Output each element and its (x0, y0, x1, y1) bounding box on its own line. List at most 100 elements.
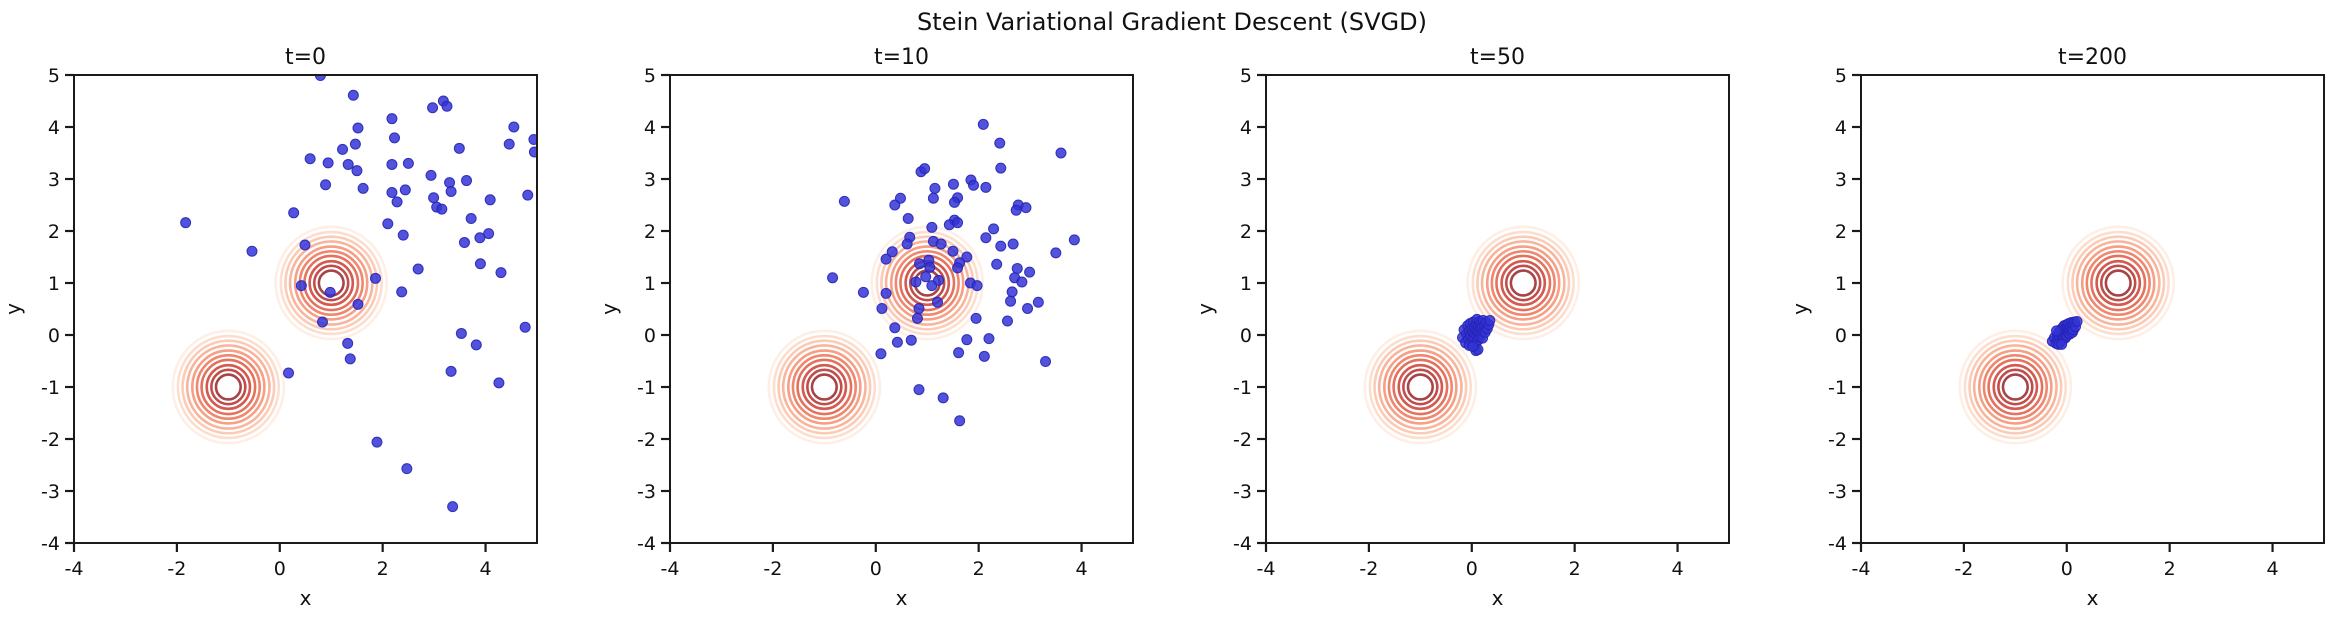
scatter-point (910, 276, 922, 288)
scatter-point (947, 178, 959, 190)
x-tick-label: -2 (1359, 558, 1378, 580)
y-tick-label: 1 (1240, 273, 1252, 295)
contour-ring (308, 259, 355, 307)
contour-ring (1377, 344, 1463, 430)
scatter-point (503, 138, 515, 150)
y-tick-label: 0 (48, 325, 60, 347)
scatter-point (983, 333, 995, 345)
scatter-point (436, 203, 448, 215)
scatter-point (351, 165, 363, 177)
contour-ring (2099, 264, 2137, 302)
scatter-point (519, 321, 531, 333)
contour-ring (1363, 329, 1478, 445)
contour-ring (801, 363, 848, 411)
scatter-point (1050, 247, 1062, 259)
y-axis-label: y (597, 303, 621, 315)
scatter-point (1020, 202, 1032, 214)
panel-title: t=50 (1470, 45, 1525, 70)
scatter-point (980, 181, 992, 193)
scatter-point (914, 258, 926, 270)
scatter-point (447, 501, 459, 513)
contour-ring (810, 373, 838, 401)
scatter-point (357, 182, 369, 194)
scatter-point (295, 280, 307, 292)
x-tick-label: 0 (1466, 558, 1478, 580)
axes-box (73, 74, 538, 544)
contour-ring (1397, 363, 1444, 411)
scatter-point (528, 133, 537, 145)
contour-ring (1485, 245, 1561, 321)
y-tick-label: 2 (1835, 221, 1847, 243)
scatter-point (396, 286, 408, 298)
x-tick-label: 2 (1569, 558, 1581, 580)
scatter-point (902, 213, 914, 225)
scatter-point (905, 334, 917, 346)
contour-ring (1982, 353, 2049, 421)
x-tick-label: 4 (1076, 558, 1088, 580)
scatter-point (875, 348, 887, 360)
y-tick-label: 3 (1240, 169, 1252, 191)
scatter-point (508, 121, 520, 133)
scatter-point (324, 286, 336, 298)
x-tick-label: 2 (2164, 558, 2176, 580)
contour-ring (1476, 235, 1571, 331)
contour-ring (210, 368, 247, 406)
contour-ring (781, 344, 867, 430)
y-tick-label: -4 (41, 533, 60, 555)
scatter-point (924, 261, 936, 273)
scatter-point (827, 272, 839, 284)
contour-ring (1480, 240, 1566, 326)
contour-ring (1997, 368, 2034, 406)
scatter-point (880, 287, 892, 299)
scatter-point (352, 298, 364, 310)
contour-ring (1963, 334, 2068, 440)
scatter-point (1024, 266, 1036, 278)
scatter-point (445, 185, 457, 197)
scatter-point (933, 274, 945, 286)
scatter-point (458, 236, 470, 248)
contour-ring (279, 230, 383, 336)
scatter-point (2050, 325, 2062, 337)
x-axis-label: x (896, 586, 908, 610)
scatter-point (1040, 356, 1052, 368)
scatter-point (474, 258, 486, 270)
scatter-point (927, 192, 939, 204)
x-tick-label: 2 (973, 558, 985, 580)
scatter-point (465, 213, 477, 225)
contour-ring (312, 264, 350, 302)
scatter-point (857, 286, 869, 298)
scatter-point (1055, 147, 1067, 159)
x-tick-label: -4 (1257, 558, 1276, 580)
x-tick-label: 2 (377, 558, 389, 580)
y-tick-label: 2 (644, 221, 656, 243)
contour-ring (1402, 368, 1439, 406)
scatter-point (322, 157, 334, 169)
scatter-point (961, 334, 973, 346)
scatter-point (891, 336, 903, 348)
contour-ring (1495, 254, 1552, 312)
scatter-point (425, 169, 437, 181)
scatter-point (995, 240, 1007, 252)
x-axis-label: x (300, 586, 312, 610)
scatter-point (952, 217, 964, 229)
scatter-point (347, 89, 359, 101)
y-tick-label: -3 (41, 481, 60, 503)
scatter-point (995, 162, 1007, 174)
contour-ring (1373, 339, 1468, 435)
contour-ring (1471, 230, 1575, 336)
plot-area (1958, 225, 2176, 445)
scatter-point (428, 192, 440, 204)
scatter-point (1467, 340, 1479, 352)
contour-ring (1978, 349, 2053, 425)
contour-ring (1392, 358, 1449, 416)
y-tick-label: -2 (41, 429, 60, 451)
scatter-point (402, 157, 414, 169)
scatter-point (1006, 286, 1018, 298)
contour-ring (2066, 230, 2170, 336)
scatter-point (913, 302, 925, 314)
y-tick-label: -3 (1233, 481, 1252, 503)
plot-area (171, 75, 537, 513)
scatter-point (1007, 238, 1019, 250)
scatter-point (397, 229, 409, 241)
